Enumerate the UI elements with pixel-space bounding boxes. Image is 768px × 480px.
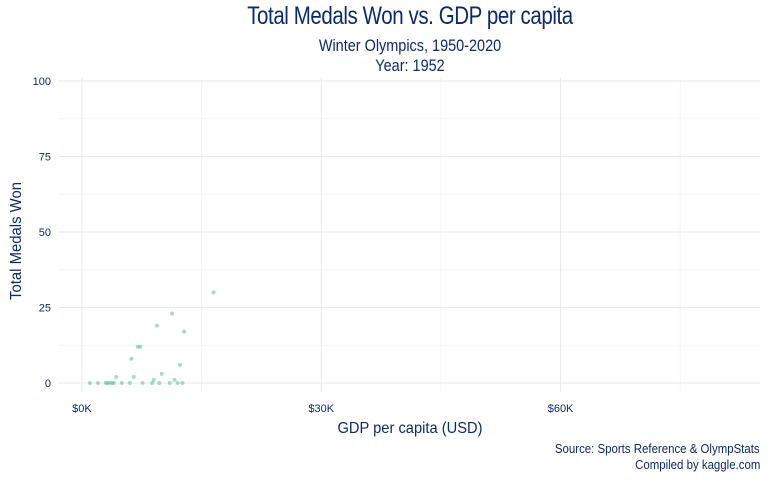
- data-point: [182, 329, 187, 334]
- data-point: [150, 380, 155, 385]
- data-point: [154, 323, 159, 328]
- chart-subtitle: Winter Olympics, 1950-2020: [318, 36, 502, 55]
- chart-year-label: Year: 1952: [375, 56, 445, 75]
- data-point: [157, 380, 162, 385]
- y-axis-title: Total Medals Won: [8, 182, 25, 300]
- chart-title: Total Medals Won vs. GDP per capita: [247, 2, 573, 30]
- data-points: [87, 290, 216, 385]
- data-point: [87, 380, 92, 385]
- y-tick-label: 75: [39, 152, 51, 164]
- data-point: [127, 380, 132, 385]
- minor-gridlines: [58, 78, 760, 392]
- y-tick-label: 100: [33, 76, 51, 88]
- major-gridlines: [58, 78, 760, 392]
- x-axis-title: GDP per capita (USD): [338, 420, 483, 437]
- source-caption: Source: Sports Reference & OlympStats: [555, 441, 760, 456]
- data-point: [172, 377, 177, 382]
- x-axis-ticks: $0K $30K $60K: [72, 403, 574, 415]
- y-axis-ticks: 0 25 50 75 100: [33, 76, 51, 390]
- data-point: [175, 380, 180, 385]
- y-tick-label: 50: [39, 227, 51, 239]
- data-point: [180, 380, 185, 385]
- data-point: [138, 344, 143, 349]
- data-point: [151, 377, 156, 382]
- y-tick-label: 25: [39, 302, 51, 314]
- x-tick-label: $60K: [548, 403, 574, 415]
- x-tick-label: $0K: [72, 403, 92, 415]
- data-point: [119, 380, 124, 385]
- data-point: [159, 371, 164, 376]
- compiled-caption: Compiled by kaggle.com: [634, 457, 760, 472]
- data-point: [140, 380, 145, 385]
- data-point: [114, 374, 119, 379]
- data-point: [211, 290, 216, 295]
- data-point: [178, 362, 183, 367]
- data-point: [111, 380, 116, 385]
- data-point: [170, 311, 175, 316]
- data-point: [167, 380, 172, 385]
- data-point: [129, 356, 134, 361]
- y-tick-label: 0: [45, 378, 51, 390]
- data-point: [95, 380, 100, 385]
- x-tick-label: $30K: [308, 403, 334, 415]
- data-point: [131, 374, 136, 379]
